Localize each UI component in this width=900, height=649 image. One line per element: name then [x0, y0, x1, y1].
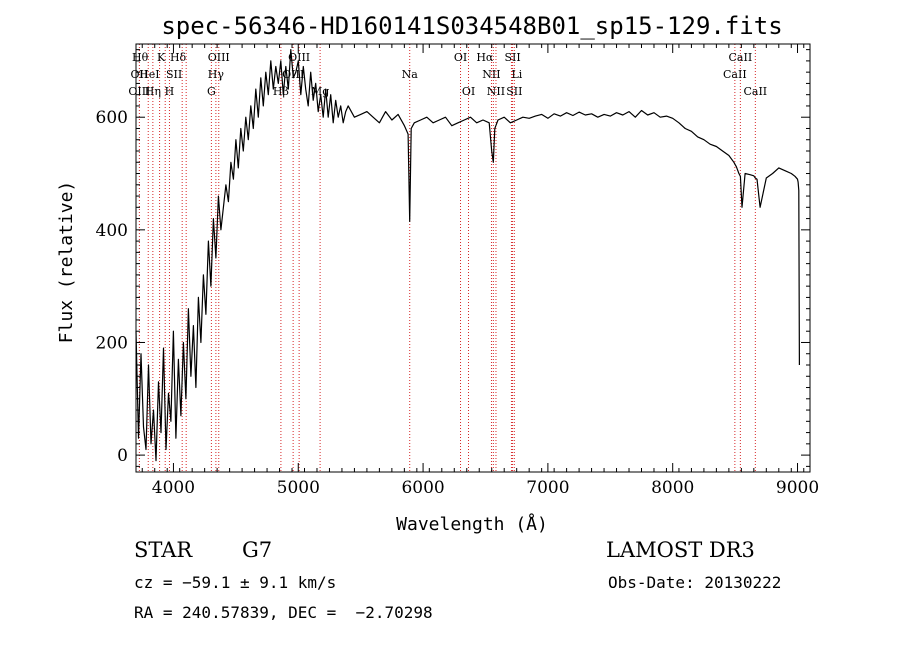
- line-label: OIII: [128, 85, 150, 98]
- x-tick-label: 6000: [401, 478, 444, 498]
- y-tick-label: 400: [96, 221, 128, 241]
- line-markers: [138, 44, 756, 472]
- line-label: Hβ: [273, 85, 289, 98]
- line-label: G: [207, 85, 216, 98]
- redshift-text: cz = −59.1 ± 9.1 km/s: [134, 573, 337, 592]
- line-label: OI: [454, 51, 467, 64]
- line-label: Hη: [145, 85, 161, 98]
- line-label: CaII: [729, 51, 753, 64]
- survey-name: LAMOST DR3: [606, 538, 755, 562]
- x-tick-label: 8000: [651, 478, 694, 498]
- axis-ticks: 4000 5000 6000 7000 8000 9000 0 200 400 600: [96, 44, 819, 498]
- line-label: Hδ: [170, 51, 187, 64]
- y-axis-label: Flux (relative): [56, 181, 77, 344]
- x-tick-label: 9000: [776, 478, 819, 498]
- line-label: Na: [402, 68, 419, 81]
- y-tick-label: 0: [117, 446, 128, 466]
- line-label: NII: [487, 85, 505, 98]
- line-label: Hα: [476, 51, 494, 64]
- obs-date-text: Obs-Date: 20130222: [608, 573, 782, 592]
- line-label: NII: [482, 68, 500, 81]
- object-class: STAR: [134, 538, 193, 562]
- line-label: OIII: [288, 51, 310, 64]
- line-label: OIII: [208, 51, 230, 64]
- object-subclass: G7: [242, 538, 273, 562]
- line-label: SII: [504, 51, 520, 64]
- x-tick-label: 7000: [526, 478, 569, 498]
- x-tick-label: 5000: [277, 478, 320, 498]
- line-label: Hθ: [132, 51, 149, 64]
- y-tick-label: 200: [96, 333, 128, 353]
- line-label: OI: [462, 85, 475, 98]
- line-label: Hγ: [208, 68, 225, 81]
- x-tick-label: 4000: [152, 478, 195, 498]
- coordinates-text: RA = 240.57839, DEC = −2.70298: [134, 603, 433, 622]
- x-axis-label: Wavelength (Å): [396, 513, 548, 535]
- line-label: K: [157, 51, 166, 64]
- line-label: OII: [131, 68, 149, 81]
- line-label: CaII: [723, 68, 747, 81]
- y-tick-label: 600: [96, 108, 128, 128]
- spectrum-series: [135, 49, 800, 462]
- line-label: SII: [166, 68, 182, 81]
- plot-frame: [135, 43, 811, 473]
- spectrum-line: [135, 49, 800, 462]
- line-label: SII: [506, 85, 522, 98]
- line-label: Li: [511, 68, 522, 81]
- line-label: CaII: [743, 85, 767, 98]
- line-label: H: [165, 85, 175, 98]
- line-label: HeI: [139, 68, 159, 81]
- chart-title: spec-56346-HD160141S034548B01_sp15-129.f…: [161, 12, 782, 40]
